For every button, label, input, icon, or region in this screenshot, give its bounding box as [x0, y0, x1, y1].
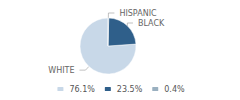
svg-text:BLACK: BLACK	[138, 19, 165, 28]
svg-text:23.5%: 23.5%	[117, 85, 143, 94]
svg-text:WHITE: WHITE	[48, 66, 74, 75]
svg-text:HISPANIC: HISPANIC	[119, 9, 157, 18]
svg-text:0.4%: 0.4%	[164, 85, 185, 94]
svg-text:76.1%: 76.1%	[69, 85, 95, 94]
